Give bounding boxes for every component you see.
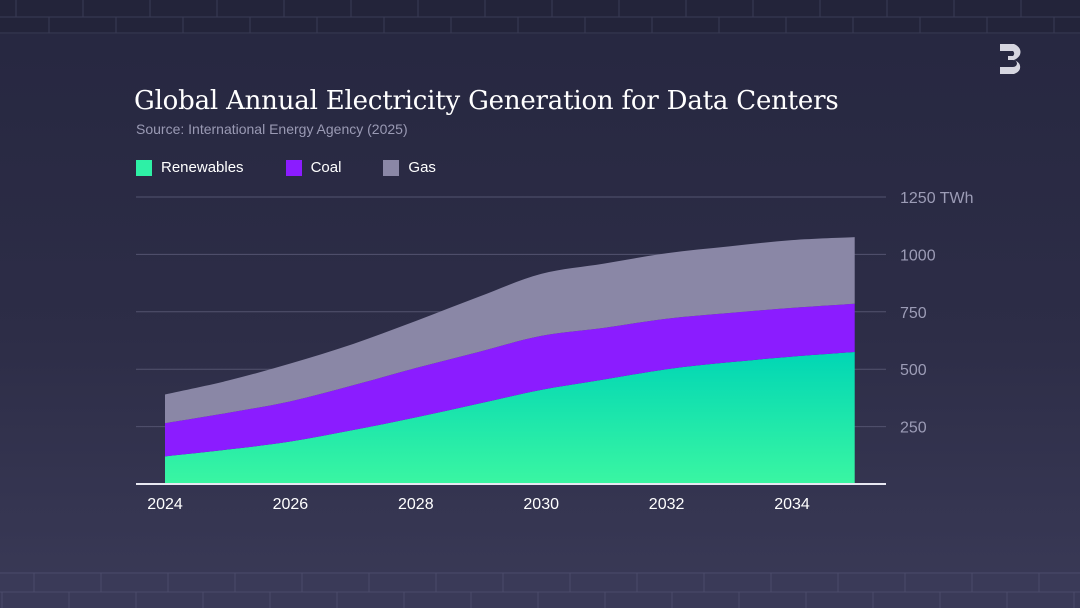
chart-subtitle: Source: International Energy Agency (202…	[136, 121, 408, 137]
area-gas	[165, 237, 855, 424]
top-brick-border	[0, 0, 1080, 34]
legend-swatch-renewables	[136, 159, 152, 176]
area-coal	[165, 303, 855, 457]
x-tick-label: 2024	[147, 496, 183, 513]
legend-item-coal: Coal	[285, 159, 342, 176]
brand-logo-icon	[1000, 44, 1021, 74]
legend-label-renewables: Renewables	[161, 159, 244, 176]
legend-swatch-coal	[285, 159, 302, 176]
x-tick-label: 2034	[774, 496, 810, 513]
y-tick-label: 500	[900, 362, 927, 379]
x-tick-label: 2032	[649, 496, 685, 513]
y-tick-label: 250	[900, 420, 927, 437]
y-tick-label: 1250 TWh	[900, 190, 974, 207]
legend-item-gas: Gas	[383, 159, 436, 176]
y-tick-label: 1000	[900, 247, 936, 264]
legend-item-renewables: Renewables	[136, 159, 244, 176]
legend: Renewables Coal Gas	[136, 159, 478, 176]
x-tick-label: 2026	[273, 496, 309, 513]
x-tick-label: 2028	[398, 496, 434, 513]
legend-label-gas: Gas	[408, 159, 436, 176]
legend-swatch-gas	[383, 159, 400, 176]
bottom-brick-border	[0, 572, 1080, 608]
legend-label-coal: Coal	[310, 159, 342, 176]
area-renewables	[165, 351, 855, 484]
y-tick-label: 750	[900, 305, 927, 322]
x-tick-label: 2030	[523, 496, 559, 513]
chart-title: Global Annual Electricity Generation for…	[134, 86, 839, 116]
